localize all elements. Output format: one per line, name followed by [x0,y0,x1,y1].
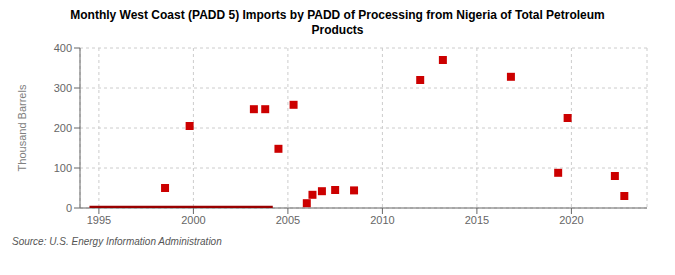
html-text:Source: U.S. Energy Informatio: Source: U.S. Energy Information Administ… [12,236,222,247]
svg-text:100: 100 [54,162,72,174]
svg-text:0: 0 [66,202,72,214]
svg-text:2005: 2005 [276,214,300,226]
html-text:Monthly West Coast (PADD 5) Im: Monthly West Coast (PADD 5) Imports by P… [70,8,605,22]
svg-text:2020: 2020 [559,214,583,226]
svg-text:Thousand Barrels: Thousand Barrels [16,84,28,171]
html-text:Products: Products [311,23,364,37]
svg-text:300: 300 [54,82,72,94]
svg-text:2015: 2015 [465,214,489,226]
svg-text:2010: 2010 [370,214,394,226]
svg-text:2000: 2000 [181,214,205,226]
svg-text:200: 200 [54,122,72,134]
svg-text:400: 400 [54,42,72,54]
svg-text:1995: 1995 [87,214,111,226]
